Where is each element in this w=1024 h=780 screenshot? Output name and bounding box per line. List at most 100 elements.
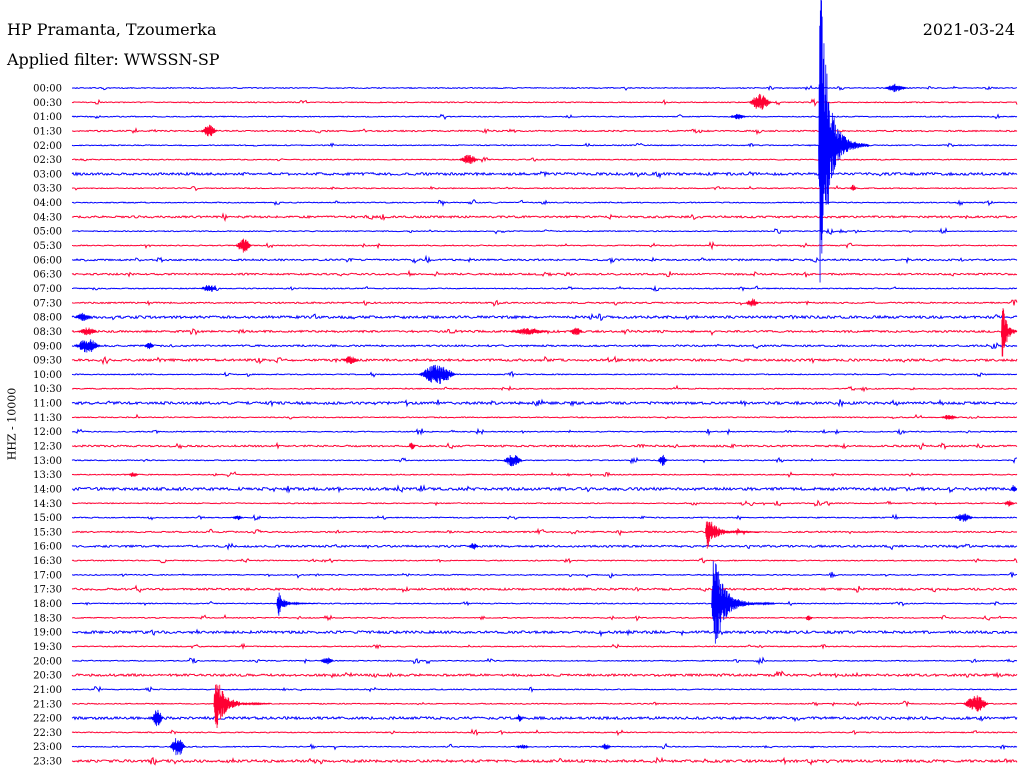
trace-row	[71, 269, 1018, 278]
trace-row	[71, 441, 1018, 450]
trace-row	[71, 557, 1018, 564]
time-label: 14:30	[33, 499, 62, 510]
trace-row	[71, 670, 1018, 679]
seismic-event	[169, 738, 186, 756]
time-label: 10:00	[33, 370, 62, 381]
seismic-event	[408, 442, 416, 450]
time-label: 06:30	[33, 270, 62, 281]
seismic-event	[1000, 308, 1018, 357]
trace-group	[71, 85, 1018, 766]
seismic-event	[276, 592, 315, 616]
trace-row	[71, 156, 1018, 164]
seismic-event	[515, 714, 523, 722]
time-label: 22:00	[33, 714, 62, 725]
trace-row	[71, 240, 1018, 251]
seismic-event	[128, 472, 139, 477]
event-group	[74, 0, 1018, 756]
trace-row	[71, 355, 1018, 366]
trace-row	[71, 113, 1018, 120]
time-label: 21:30	[33, 699, 62, 710]
time-label: 05:30	[33, 241, 62, 252]
trace-row	[71, 742, 1018, 751]
trace-row	[71, 342, 1018, 350]
seismic-event	[516, 744, 529, 750]
time-label: 01:30	[33, 126, 62, 137]
seismic-event	[503, 455, 523, 467]
seismic-event	[953, 513, 973, 522]
trace-row	[71, 254, 1018, 265]
trace-row	[71, 284, 1018, 292]
time-label: 18:30	[33, 613, 62, 624]
trace-row	[71, 185, 1018, 192]
seismic-event	[418, 364, 457, 384]
time-label: 03:30	[33, 184, 62, 195]
trace-row	[71, 413, 1018, 420]
time-label: 17:30	[33, 585, 62, 596]
seismic-event	[704, 521, 763, 549]
seismic-event	[963, 695, 989, 712]
trace-row	[71, 212, 1018, 223]
filter-label: Applied filter: WWSSN-SP	[7, 50, 220, 69]
seismic-event	[601, 743, 611, 750]
trace-row	[71, 728, 1018, 737]
trace-row	[71, 170, 1018, 179]
time-label: 03:00	[33, 169, 62, 180]
seismic-event	[746, 298, 759, 307]
time-label: 19:30	[33, 642, 62, 653]
seismic-event	[342, 356, 359, 365]
seismic-event	[213, 684, 271, 728]
trace-row	[71, 427, 1018, 437]
seismic-event	[711, 561, 775, 644]
trace-row	[71, 656, 1018, 666]
trace-row	[71, 756, 1018, 766]
seismic-event	[730, 113, 747, 120]
seismic-event	[805, 615, 813, 621]
seismic-event	[941, 414, 958, 420]
seismic-event	[232, 515, 243, 521]
seismic-event	[78, 327, 98, 336]
trace-row	[71, 299, 1018, 307]
trace-row	[71, 198, 1018, 207]
seismic-event	[459, 154, 479, 164]
time-label: 08:30	[33, 327, 62, 338]
trace-row	[71, 398, 1018, 408]
seismic-event	[75, 312, 91, 321]
seismic-event	[201, 124, 218, 137]
time-label: 16:00	[33, 542, 62, 553]
time-label: 15:00	[33, 513, 62, 524]
time-label: 20:30	[33, 671, 62, 682]
time-label: 02:00	[33, 141, 62, 152]
trace-row	[71, 312, 1018, 322]
time-label: 11:30	[33, 413, 62, 424]
trace-row	[71, 142, 1018, 148]
time-label: 13:30	[33, 470, 62, 481]
time-label: 12:30	[33, 442, 62, 453]
time-label: 22:30	[33, 728, 62, 739]
trace-row	[71, 226, 1018, 235]
seismic-event	[1010, 485, 1018, 492]
seismic-event	[468, 543, 479, 550]
time-label: 09:30	[33, 356, 62, 367]
trace-row	[71, 642, 1018, 650]
trace-row	[71, 628, 1018, 638]
seismic-event	[818, 0, 870, 283]
time-label: 09:00	[33, 341, 62, 352]
time-label: 18:00	[33, 599, 62, 610]
seismic-event	[1004, 500, 1014, 507]
trace-row	[71, 542, 1018, 551]
seismic-event	[849, 184, 857, 191]
time-label: 13:00	[33, 456, 62, 467]
trace-row	[71, 527, 1018, 537]
trace-row	[71, 384, 1018, 393]
seismic-event	[201, 284, 217, 292]
time-label: 07:30	[33, 298, 62, 309]
seismic-event	[74, 339, 101, 353]
time-label: 11:00	[33, 399, 62, 410]
seismic-event	[320, 657, 334, 665]
time-label: 01:00	[33, 112, 62, 123]
trace-row	[71, 499, 1018, 507]
trace-row	[71, 127, 1018, 136]
time-label: 00:30	[33, 98, 62, 109]
time-label: 05:00	[33, 227, 62, 238]
